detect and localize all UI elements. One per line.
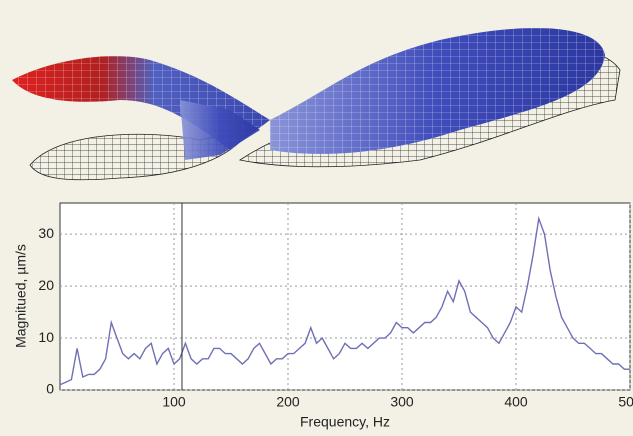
y-tick-label: 20 — [38, 277, 54, 293]
plot-area — [59, 202, 631, 391]
x-axis-label: Frequency, Hz — [300, 414, 390, 430]
y-tick-label: 30 — [38, 225, 54, 241]
x-tick-label: 200 — [276, 394, 300, 410]
x-tick-label: 100 — [162, 394, 186, 410]
y-tick-label: 0 — [46, 381, 54, 397]
plot-layer: 0 10 20 30 100 200 300 400 500 — [38, 203, 633, 410]
x-tick-label: 300 — [390, 394, 414, 410]
y-tick-label: 10 — [38, 329, 54, 345]
mode-shape-view — [12, 28, 621, 181]
x-tick-label: 400 — [504, 394, 528, 410]
spectrum-line — [59, 215, 630, 386]
y-axis-label: Magnitued, µm/s — [13, 244, 29, 348]
x-tick-label: 500 — [618, 394, 633, 410]
